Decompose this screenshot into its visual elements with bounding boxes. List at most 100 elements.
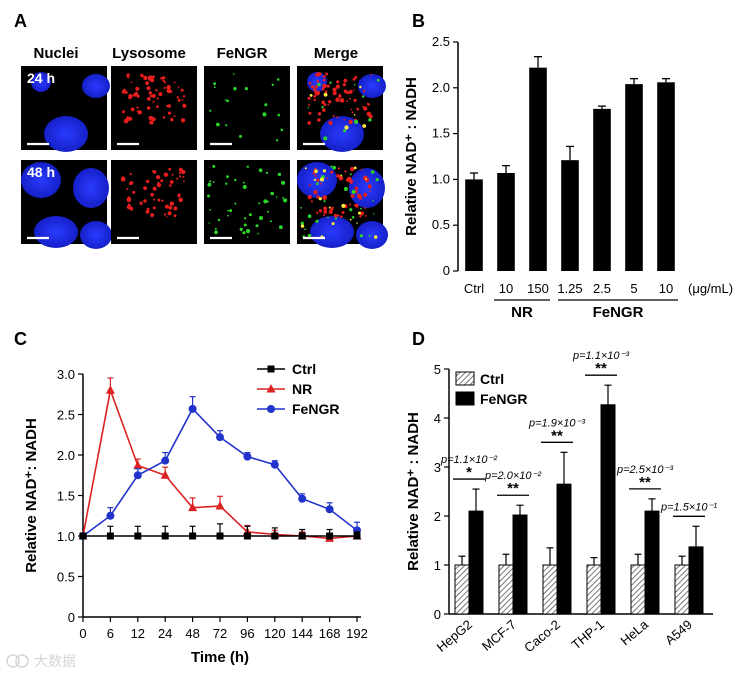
nucleus-blob bbox=[310, 216, 354, 248]
significance-stars: ** bbox=[639, 474, 651, 491]
fengr-dot bbox=[357, 211, 361, 215]
lysosome-dot bbox=[314, 85, 318, 89]
x-tick-label: HeLa bbox=[617, 616, 651, 648]
lysosome-dot bbox=[309, 184, 312, 186]
nucleus-blob bbox=[80, 221, 112, 249]
column-header-nuclei: Nuclei bbox=[33, 45, 78, 62]
lysosome-dot bbox=[136, 94, 140, 98]
lysosome-dot bbox=[336, 174, 340, 178]
lysosome-dot bbox=[336, 80, 340, 84]
lysosome-dot bbox=[353, 204, 357, 207]
legend: Ctrl NR FeNGR bbox=[257, 361, 339, 417]
lysosome-dot bbox=[346, 176, 352, 182]
data-point bbox=[243, 452, 252, 461]
nucleus-blob bbox=[349, 168, 385, 208]
lysosome-dot bbox=[313, 95, 317, 98]
lysosome-dot bbox=[146, 86, 151, 91]
bar bbox=[497, 172, 515, 271]
fengr-dot bbox=[245, 229, 251, 234]
fengr-dot bbox=[229, 209, 233, 213]
data-point bbox=[188, 404, 197, 413]
lysosome-dot bbox=[348, 89, 353, 94]
lysosome-dot bbox=[322, 75, 326, 78]
fengr-dot bbox=[257, 232, 260, 235]
lysosome-dot bbox=[335, 84, 340, 89]
fengr-dot bbox=[353, 114, 356, 116]
lysosome-dot bbox=[316, 211, 319, 214]
lysosome-dot bbox=[330, 170, 334, 174]
lysosome-dot bbox=[151, 170, 154, 173]
micrograph-tile bbox=[111, 66, 197, 150]
fengr-dot bbox=[227, 214, 230, 217]
fengr-dot bbox=[248, 213, 252, 217]
fengr-dot bbox=[225, 182, 228, 185]
bar bbox=[625, 84, 643, 271]
y-tick-label: 2.5 bbox=[57, 408, 75, 423]
micrograph-tile: 48 h bbox=[21, 160, 112, 249]
lysosome-dot bbox=[369, 190, 371, 192]
lysosome-dot bbox=[148, 116, 153, 121]
bar bbox=[657, 82, 675, 271]
x-tick-label: 6 bbox=[107, 626, 114, 641]
lysosome-dot bbox=[349, 203, 351, 206]
lysosome-dot bbox=[156, 175, 161, 180]
panel-letter-d: D bbox=[412, 329, 425, 349]
data-point bbox=[79, 532, 87, 540]
legend-label: FeNGR bbox=[480, 391, 527, 407]
bar bbox=[465, 179, 483, 271]
lysosome-dot bbox=[182, 95, 186, 98]
lysosome-dot bbox=[130, 107, 135, 112]
lysosome-dot bbox=[173, 81, 176, 84]
fengr-dot bbox=[207, 194, 211, 198]
lysosome-dot bbox=[351, 111, 354, 114]
lysosome-dot bbox=[354, 75, 358, 79]
panel-letter-a: A bbox=[14, 11, 27, 31]
data-point bbox=[161, 532, 169, 540]
legend-swatch bbox=[455, 391, 475, 406]
fengr-dot bbox=[309, 94, 313, 97]
lysosome-dot bbox=[167, 104, 171, 108]
lysosome-dot bbox=[322, 195, 327, 201]
fengr-dot bbox=[374, 235, 378, 239]
p-value-label: p=1.1×10⁻² bbox=[440, 454, 497, 466]
lysosome-dot bbox=[160, 179, 164, 183]
lysosome-dot bbox=[149, 94, 153, 98]
fengr-dot bbox=[208, 222, 210, 224]
lysosome-dot bbox=[366, 111, 372, 117]
lysosome-dot bbox=[180, 118, 186, 123]
data-point bbox=[270, 460, 279, 469]
x-tick-label: 144 bbox=[291, 626, 313, 641]
fengr-dot bbox=[331, 222, 335, 226]
lysosome-dot bbox=[327, 103, 330, 106]
y-tick-label: 4 bbox=[434, 411, 441, 426]
fengr-dot bbox=[234, 178, 237, 182]
lysosome-dot bbox=[166, 88, 172, 94]
lysosome-dot bbox=[152, 186, 157, 191]
series-fengr bbox=[79, 396, 361, 540]
legend-swatch bbox=[455, 371, 475, 386]
fengr-dot bbox=[332, 165, 336, 170]
nucleus-blob bbox=[44, 116, 88, 152]
lysosome-dot bbox=[182, 103, 187, 108]
fengr-dot bbox=[282, 196, 284, 199]
micrograph-tile bbox=[111, 160, 197, 244]
lysosome-dot bbox=[135, 86, 140, 91]
x-tick-label: 12 bbox=[131, 626, 145, 641]
fengr-dot bbox=[271, 83, 274, 87]
significance-stars: ** bbox=[595, 360, 607, 377]
fengr-dot bbox=[213, 82, 217, 86]
fengr-dot bbox=[354, 119, 359, 124]
fengr-dot bbox=[370, 170, 375, 174]
x-tick-label: 48 bbox=[185, 626, 199, 641]
fengr-dot bbox=[300, 221, 304, 225]
time-label: 48 h bbox=[27, 164, 55, 180]
p-value-label: p=1.9×10⁻³ bbox=[528, 417, 585, 429]
lysosome-dot bbox=[362, 105, 364, 108]
lysosome-dot bbox=[349, 97, 351, 100]
x-tick-label: 10 bbox=[659, 281, 673, 296]
lysosome-dot bbox=[178, 197, 183, 203]
lysosome-dot bbox=[168, 167, 172, 171]
y-tick-label: 1.0 bbox=[432, 171, 450, 186]
lysosome-dot bbox=[139, 201, 143, 205]
